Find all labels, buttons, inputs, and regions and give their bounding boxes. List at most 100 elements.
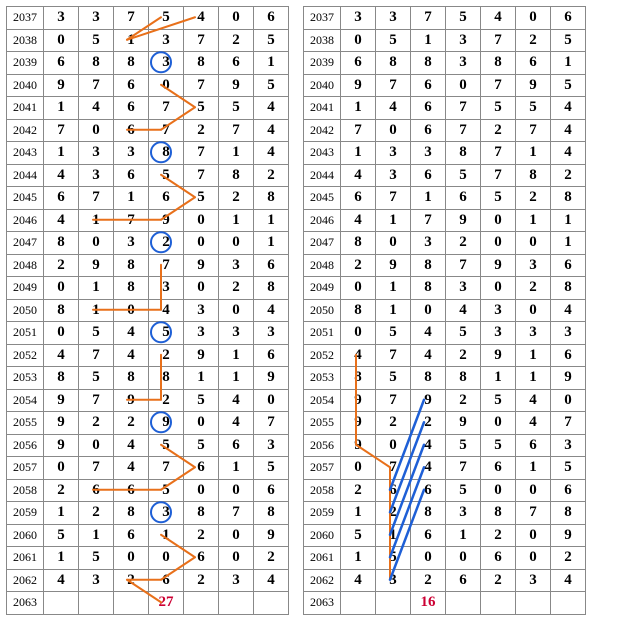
data-cell: 9 [376,254,411,277]
data-cell: 5 [551,457,586,480]
data-cell: 0 [184,277,219,300]
data-cell: 5 [341,524,376,547]
data-cell: 4 [376,97,411,120]
data-cell: 4 [219,412,254,435]
data-cell: 6 [149,187,184,210]
data-cell: 7 [114,7,149,30]
data-cell [341,592,376,615]
data-cell: 9 [114,389,149,412]
data-cell: 8 [44,299,79,322]
table-row: 206316 [304,592,586,615]
table-row: 20411467554 [304,97,586,120]
data-cell: 0 [516,524,551,547]
data-cell: 3 [481,299,516,322]
data-cell: 4 [254,299,289,322]
data-cell: 5 [254,457,289,480]
data-cell: 4 [481,7,516,30]
table-row: 20508104304 [304,299,586,322]
data-cell: 3 [184,299,219,322]
year-cell: 2062 [304,569,341,592]
data-cell: 0 [341,322,376,345]
data-cell: 1 [376,209,411,232]
data-cell: 2 [341,254,376,277]
data-cell: 6 [114,524,149,547]
data-cell: 4 [184,7,219,30]
year-cell: 2058 [7,479,44,502]
data-cell: 5 [184,389,219,412]
year-cell: 2061 [7,547,44,570]
data-cell: 1 [516,209,551,232]
data-cell: 3 [411,232,446,255]
data-cell: 9 [184,254,219,277]
year-cell: 2063 [304,592,341,615]
data-cell: 3 [149,502,184,525]
right-table: 2037337540620380513725203968838612040976… [303,6,586,615]
data-cell: 7 [184,29,219,52]
data-cell: 1 [219,142,254,165]
data-cell: 6 [481,457,516,480]
data-cell [516,592,551,615]
data-cell: 4 [551,97,586,120]
data-cell: 0 [446,74,481,97]
data-cell: 5 [446,479,481,502]
data-cell: 3 [44,7,79,30]
data-cell: 8 [551,277,586,300]
data-cell: 1 [411,187,446,210]
data-cell: 6 [481,547,516,570]
table-row: 20611500602 [7,547,289,570]
data-cell: 2 [114,412,149,435]
data-cell: 1 [254,209,289,232]
data-cell: 6 [516,434,551,457]
table-row: 20456716528 [7,187,289,210]
data-cell: 1 [341,547,376,570]
data-cell: 5 [446,164,481,187]
data-cell: 6 [79,479,114,502]
data-cell: 4 [44,209,79,232]
data-cell: 5 [254,29,289,52]
data-cell: 0 [341,29,376,52]
data-cell: 0 [481,209,516,232]
data-cell: 4 [254,97,289,120]
data-cell: 5 [149,7,184,30]
data-cell: 7 [149,457,184,480]
data-cell: 2 [44,254,79,277]
table-row: 20431338714 [304,142,586,165]
data-cell: 3 [516,322,551,345]
data-cell: 1 [219,457,254,480]
year-cell: 2057 [304,457,341,480]
year-cell: 2053 [7,367,44,390]
table-row: 20624326234 [304,569,586,592]
data-cell: 8 [254,187,289,210]
year-cell: 2046 [304,209,341,232]
data-cell: 5 [184,97,219,120]
data-cell: 6 [254,479,289,502]
table-row: 20482987936 [304,254,586,277]
data-cell: 4 [341,569,376,592]
data-cell: 9 [44,434,79,457]
data-cell: 4 [44,569,79,592]
data-cell: 2 [79,502,114,525]
table-row: 20582665006 [7,479,289,502]
data-cell: 1 [114,187,149,210]
data-cell: 6 [254,344,289,367]
table-row: 20380513725 [7,29,289,52]
year-cell: 2048 [304,254,341,277]
data-cell: 6 [219,434,254,457]
table-row: 20549792540 [7,389,289,412]
table-row: 20411467554 [7,97,289,120]
table-row: 20490183028 [304,277,586,300]
left-table: 2037337540620380513725203968838612040976… [6,6,289,615]
data-cell: 2 [481,569,516,592]
data-cell: 9 [446,209,481,232]
data-cell: 8 [114,502,149,525]
data-cell: 3 [114,142,149,165]
year-cell: 2056 [304,434,341,457]
data-cell: 4 [44,164,79,187]
data-cell: 3 [376,7,411,30]
data-cell: 4 [114,457,149,480]
data-cell: 0 [114,547,149,570]
table-row: 20559229047 [304,412,586,435]
year-cell: 2055 [304,412,341,435]
data-cell: 2 [376,502,411,525]
year-cell: 2039 [304,52,341,75]
